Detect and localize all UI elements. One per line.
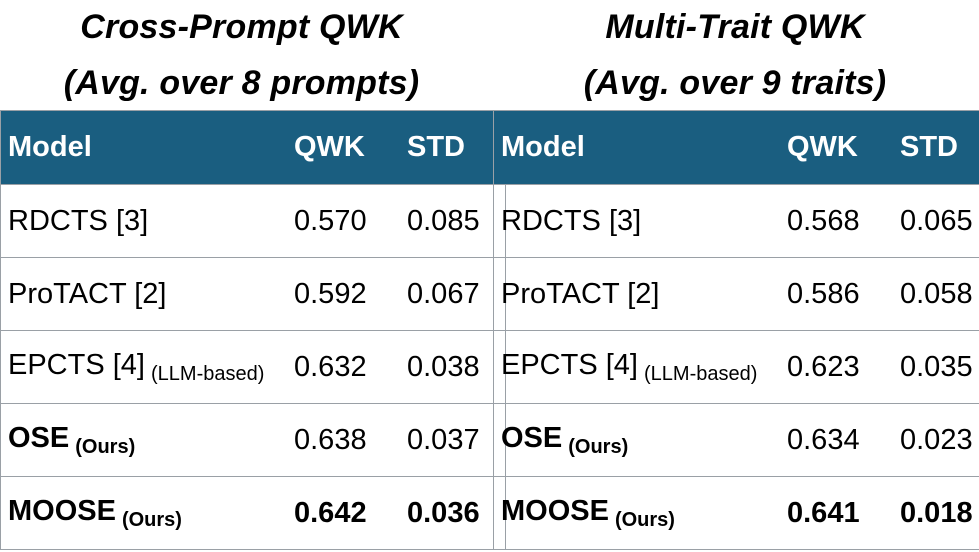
title-line-1: Cross-Prompt QWK <box>80 8 403 46</box>
std-cell: 0.036 <box>399 476 506 550</box>
qwk-cell: 0.570 <box>286 184 399 258</box>
table-row: MOOSE (Ours) 0.641 0.018 <box>493 476 979 550</box>
model-note: (Ours) <box>75 435 136 458</box>
model-name: MOOSE <box>501 494 609 527</box>
multi-trait-table: Model QWK STD RDCTS [3] 0.568 0.065 ProT… <box>493 110 979 550</box>
qwk-cell: 0.641 <box>779 476 892 550</box>
model-name: RDCTS [3] <box>501 204 642 237</box>
std-cell: 0.023 <box>892 403 979 477</box>
model-note: (LLM-based) <box>644 362 758 385</box>
multi-trait-title: Multi-Trait QWK (Avg. over 9 traits) <box>493 0 977 110</box>
model-name: RDCTS [3] <box>8 204 149 237</box>
model-cell: ProTACT [2] <box>493 257 779 331</box>
header-row: Model QWK STD <box>0 110 506 185</box>
std-cell: 0.085 <box>399 184 506 258</box>
title-line-1: Multi-Trait QWK <box>605 8 865 46</box>
std-cell: 0.065 <box>892 184 979 258</box>
table-row: EPCTS [4] (LLM-based) 0.632 0.038 <box>0 330 506 404</box>
qwk-cell: 0.623 <box>779 330 892 404</box>
model-cell: RDCTS [3] <box>0 184 286 258</box>
std-cell: 0.018 <box>892 476 979 550</box>
qwk-cell: 0.568 <box>779 184 892 258</box>
table-row: ProTACT [2] 0.592 0.067 <box>0 257 506 331</box>
model-cell: MOOSE (Ours) <box>493 476 779 550</box>
model-name: EPCTS [4] <box>501 348 638 381</box>
model-note: (Ours) <box>121 508 182 531</box>
table-row: OSE (Ours) 0.634 0.023 <box>493 403 979 477</box>
qwk-cell: 0.592 <box>286 257 399 331</box>
table-row: RDCTS [3] 0.570 0.085 <box>0 184 506 258</box>
qwk-cell: 0.634 <box>779 403 892 477</box>
header-std: STD <box>399 110 506 185</box>
cross-prompt-table: Model QWK STD RDCTS [3] 0.570 0.085 ProT… <box>0 110 506 550</box>
model-name: OSE <box>8 421 70 454</box>
header-std: STD <box>892 110 979 185</box>
table-row: MOOSE (Ours) 0.642 0.036 <box>0 476 506 550</box>
std-cell: 0.037 <box>399 403 506 477</box>
model-name: OSE <box>501 421 563 454</box>
qwk-cell: 0.586 <box>779 257 892 331</box>
std-cell: 0.035 <box>892 330 979 404</box>
model-name: ProTACT [2] <box>8 277 167 310</box>
header-model: Model <box>0 110 286 185</box>
std-cell: 0.067 <box>399 257 506 331</box>
model-note: (Ours) <box>568 435 629 458</box>
model-cell: EPCTS [4] (LLM-based) <box>493 330 779 404</box>
multi-trait-panel: Multi-Trait QWK (Avg. over 9 traits) Mod… <box>493 0 979 550</box>
qwk-cell: 0.638 <box>286 403 399 477</box>
std-cell: 0.058 <box>892 257 979 331</box>
model-cell: OSE (Ours) <box>0 403 286 477</box>
model-note: (Ours) <box>614 508 675 531</box>
model-name: MOOSE <box>8 494 116 527</box>
table-row: RDCTS [3] 0.568 0.065 <box>493 184 979 258</box>
model-name: EPCTS [4] <box>8 348 145 381</box>
header-model: Model <box>493 110 779 185</box>
qwk-cell: 0.632 <box>286 330 399 404</box>
title-line-2: (Avg. over 8 prompts) <box>63 64 420 102</box>
model-cell: ProTACT [2] <box>0 257 286 331</box>
header-row: Model QWK STD <box>493 110 979 185</box>
model-cell: MOOSE (Ours) <box>0 476 286 550</box>
header-qwk: QWK <box>286 110 399 185</box>
cross-prompt-title: Cross-Prompt QWK (Avg. over 8 prompts) <box>0 0 483 110</box>
model-cell: EPCTS [4] (LLM-based) <box>0 330 286 404</box>
model-name: ProTACT [2] <box>501 277 660 310</box>
model-cell: RDCTS [3] <box>493 184 779 258</box>
cross-prompt-panel: Cross-Prompt QWK (Avg. over 8 prompts) M… <box>0 0 506 550</box>
title-line-2: (Avg. over 9 traits) <box>583 64 887 102</box>
model-note: (LLM-based) <box>151 362 265 385</box>
table-row: EPCTS [4] (LLM-based) 0.623 0.035 <box>493 330 979 404</box>
table-row: OSE (Ours) 0.638 0.037 <box>0 403 506 477</box>
model-cell: OSE (Ours) <box>493 403 779 477</box>
header-qwk: QWK <box>779 110 892 185</box>
table-row: ProTACT [2] 0.586 0.058 <box>493 257 979 331</box>
std-cell: 0.038 <box>399 330 506 404</box>
qwk-cell: 0.642 <box>286 476 399 550</box>
